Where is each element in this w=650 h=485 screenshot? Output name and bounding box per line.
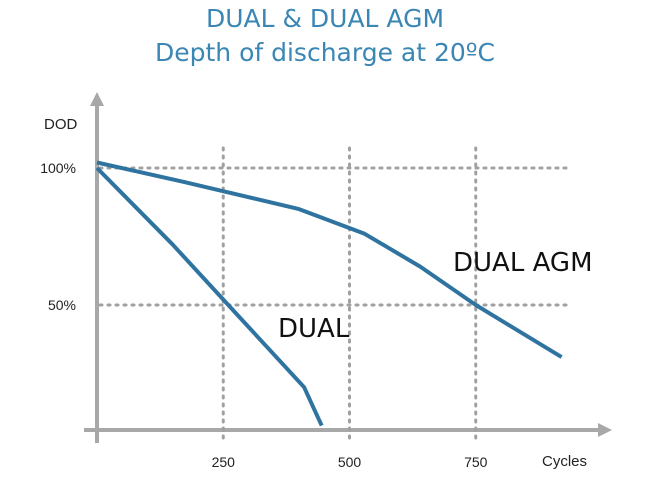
y-tick-label-50: 50% — [48, 297, 76, 313]
chart-subtitle: Depth of discharge at 20ºC — [154, 38, 496, 67]
series-line-dual-agm — [96, 160, 563, 359]
y-tick-label-100: 100% — [40, 160, 76, 176]
series-label-dual-agm: DUAL AGM — [453, 248, 593, 278]
x-tick-label-250: 250 — [212, 454, 236, 470]
x-axis-arrow — [598, 423, 612, 437]
grid — [98, 146, 574, 442]
x-tick-label-500: 500 — [338, 454, 362, 470]
x-tick-label-750: 750 — [464, 454, 488, 470]
tick-labels: 250 500 750 50% 100% — [40, 160, 487, 470]
series-group — [95, 160, 563, 427]
y-axis-arrow — [90, 92, 104, 106]
series-label-dual: DUAL — [278, 314, 350, 344]
series-line-dual — [95, 166, 324, 427]
chart-title: DUAL & DUAL AGM — [205, 4, 445, 33]
x-axis-label: Cycles — [542, 453, 587, 470]
y-axis-label: DOD — [44, 116, 78, 133]
